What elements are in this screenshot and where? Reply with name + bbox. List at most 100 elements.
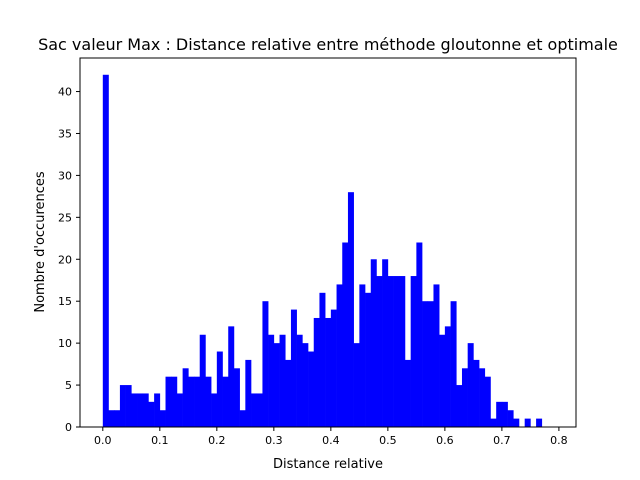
histogram-bar <box>336 284 343 427</box>
histogram-bar <box>182 368 189 427</box>
histogram-bar <box>273 343 280 427</box>
histogram-bar <box>479 368 486 427</box>
histogram-bar <box>228 326 235 427</box>
x-axis-label: Distance relative <box>273 457 383 472</box>
histogram-bar <box>199 334 206 427</box>
histogram-bar <box>370 259 377 427</box>
histogram-bar <box>473 359 480 427</box>
histogram-bar <box>427 301 434 427</box>
y-tick-label: 15 <box>58 295 72 308</box>
histogram-bar <box>205 376 212 427</box>
x-tick-label: 0.6 <box>436 434 454 447</box>
y-tick-label: 40 <box>58 86 72 99</box>
histogram-bar <box>365 292 372 427</box>
y-tick-label: 35 <box>58 127 72 140</box>
histogram-bar <box>376 276 383 427</box>
histogram-bar <box>387 276 394 427</box>
histogram-bar <box>216 351 223 427</box>
histogram-bar <box>422 301 429 427</box>
histogram-bar <box>536 418 543 427</box>
y-tick-label: 0 <box>65 421 72 434</box>
histogram-bar <box>490 418 497 427</box>
histogram-bar <box>330 309 337 427</box>
histogram-bar <box>313 317 320 427</box>
histogram-bar <box>308 351 315 427</box>
histogram-bar <box>450 301 457 427</box>
histogram-bar <box>439 334 446 427</box>
histogram-bar <box>176 393 183 427</box>
bars-group <box>102 74 543 427</box>
histogram-bar <box>467 343 474 427</box>
histogram-bar <box>159 410 166 427</box>
x-tick-label: 0.2 <box>208 434 226 447</box>
histogram-bar <box>239 410 246 427</box>
histogram-bar <box>125 385 132 427</box>
histogram-bar <box>342 242 349 427</box>
histogram-bar <box>233 368 240 427</box>
histogram-bar <box>279 334 286 427</box>
histogram-bar <box>507 410 514 427</box>
y-axis: 0 5 10 15 20 25 30 35 40 <box>58 86 80 434</box>
histogram-bar <box>222 376 229 427</box>
histogram-bar <box>496 401 503 427</box>
y-tick-label: 10 <box>58 337 72 350</box>
x-tick-label: 0.1 <box>151 434 169 447</box>
histogram-bar <box>524 418 531 427</box>
histogram-bar <box>154 393 161 427</box>
y-tick-label: 5 <box>65 379 72 392</box>
y-axis-label: Nombre d'occurences <box>33 171 48 313</box>
histogram-bar <box>119 385 126 427</box>
x-tick-label: 0.5 <box>379 434 397 447</box>
plot-frame <box>79 57 577 428</box>
histogram-bar <box>245 359 252 427</box>
histogram-bar <box>296 334 303 427</box>
histogram-bar <box>302 343 309 427</box>
histogram-bar <box>108 410 115 427</box>
histogram-bar <box>148 401 155 427</box>
histogram-bar <box>456 385 463 427</box>
histogram-bar <box>114 410 121 427</box>
histogram-bar <box>353 343 360 427</box>
histogram-bar <box>268 334 275 427</box>
histogram-bar <box>131 393 138 427</box>
y-tick-label: 25 <box>58 211 72 224</box>
histogram-bar <box>433 284 440 427</box>
histogram-bar <box>325 317 332 427</box>
histogram-bar <box>285 359 292 427</box>
histogram-bar <box>444 326 451 427</box>
x-tick-label: 0.8 <box>550 434 568 447</box>
x-tick-label: 0.0 <box>94 434 112 447</box>
histogram-bar <box>251 393 258 427</box>
histogram-bar <box>501 401 508 427</box>
histogram-bar <box>484 376 491 427</box>
histogram-bar <box>102 74 109 427</box>
histogram-bar <box>194 376 201 427</box>
histogram-bar <box>513 418 520 427</box>
x-axis: 0.0 0.1 0.2 0.3 0.4 0.5 0.6 0.7 0.8 <box>94 427 568 447</box>
histogram-bar <box>188 376 195 427</box>
histogram-bar <box>359 284 366 427</box>
histogram-bar <box>211 393 218 427</box>
histogram-bar <box>404 359 411 427</box>
histogram-bar <box>142 393 149 427</box>
y-tick-label: 30 <box>58 169 72 182</box>
y-tick-label: 20 <box>58 253 72 266</box>
histogram-bar <box>410 276 417 427</box>
histogram-bar <box>171 376 178 427</box>
x-tick-label: 0.7 <box>493 434 511 447</box>
histogram-bar <box>416 242 423 427</box>
histogram-bar <box>393 276 400 427</box>
histogram-bar <box>382 259 389 427</box>
histogram-bar <box>262 301 269 427</box>
x-tick-label: 0.4 <box>322 434 340 447</box>
histogram-bar <box>256 393 263 427</box>
histogram-bar <box>290 309 297 427</box>
histogram-bar <box>165 376 172 427</box>
histogram-bar <box>137 393 144 427</box>
histogram-bar <box>319 292 326 427</box>
chart-title: Sac valeur Max : Distance relative entre… <box>38 35 618 54</box>
histogram-bar <box>461 368 468 427</box>
histogram-bar <box>399 276 406 427</box>
histogram-bar <box>347 192 354 427</box>
